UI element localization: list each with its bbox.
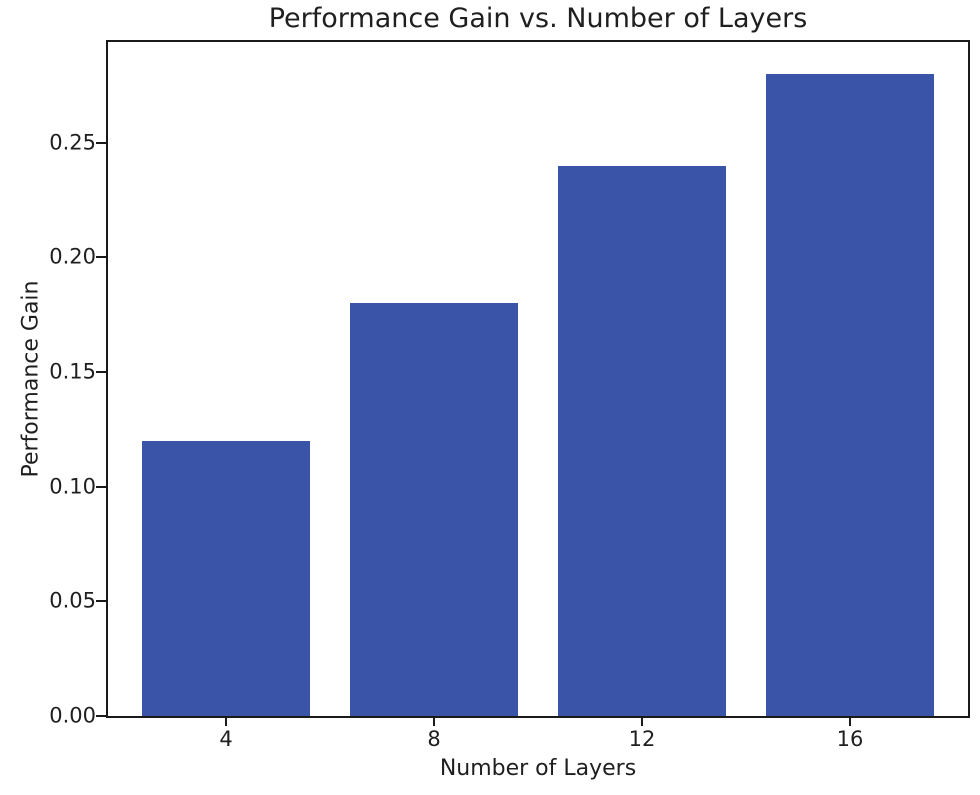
y-tick-mark [96,600,106,603]
bar-layers-16 [765,74,935,716]
bar-layers-8 [349,303,519,716]
x-tick-label: 16 [836,727,864,751]
x-tick-mark [433,718,435,726]
y-axis-label: Performance Gain [18,280,44,478]
x-tick-label: 8 [427,727,441,751]
y-tick-mark [96,141,106,144]
plot-area [106,40,970,718]
bar-layers-12 [557,165,727,716]
x-axis-label: Number of Layers [439,756,637,781]
y-tick-mark [96,715,106,717]
y-tick-mark [96,256,106,259]
x-tick-mark [225,718,227,726]
y-tick-label: 0.20 [49,245,96,270]
x-tick-mark [848,718,851,726]
y-tick-label: 0.05 [49,588,96,613]
x-tick-mark [640,718,643,726]
x-tick-label: 4 [219,727,233,751]
bar-layers-4 [141,440,311,716]
chart-title: Performance Gain vs. Number of Layers [268,3,808,34]
y-tick-label: 0.15 [49,359,96,384]
y-tick-mark [96,371,106,374]
y-tick-label: 0.00 [49,703,96,728]
y-tick-mark [96,485,106,488]
x-tick-label: 12 [628,727,656,751]
y-tick-label: 0.10 [49,474,96,499]
y-tick-label: 0.25 [49,130,96,155]
